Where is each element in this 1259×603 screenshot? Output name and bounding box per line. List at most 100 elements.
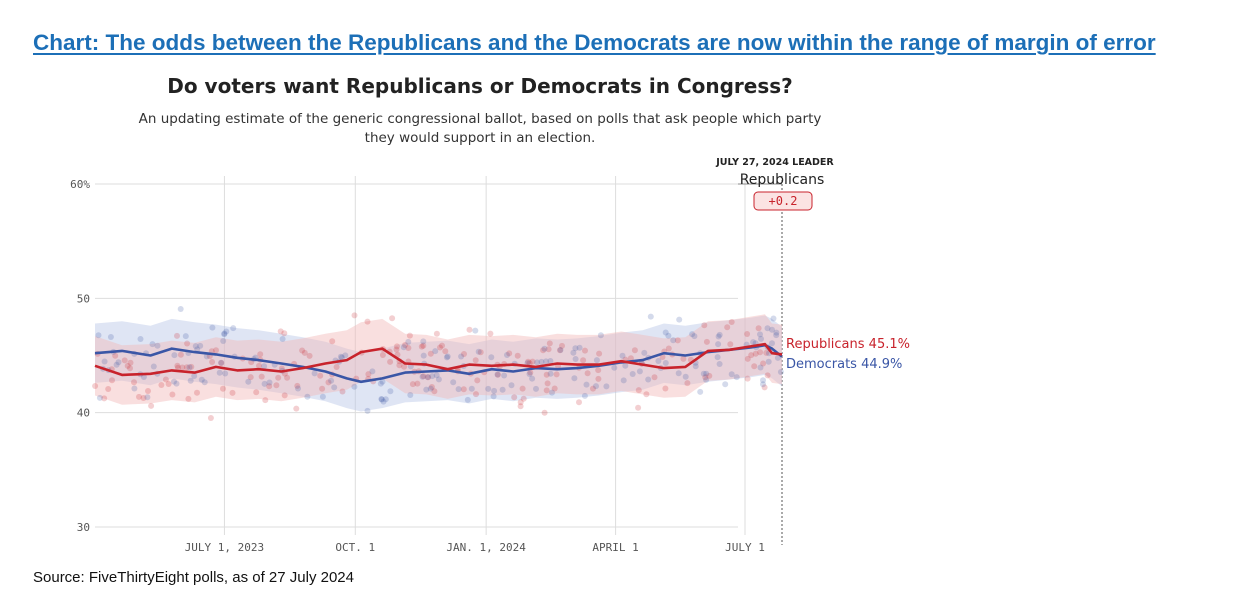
poll-dot [755,325,762,332]
poll-dot [337,353,344,360]
poll-dot [144,394,151,401]
poll-dot [437,344,443,351]
grid-layer: 30 40 50 60% JULY 1, 2023 OCT. 1 JAN. 1, 2024 A… [70,176,783,554]
poll-dot [222,370,229,377]
poll-dot [682,373,689,380]
poll-dot [187,377,194,384]
poll-dot [547,370,554,377]
poll-dot [365,371,372,378]
poll-dot [387,388,394,395]
democrats-end-label: Democrats 44.9% [786,357,902,372]
poll-dot [590,385,596,392]
poll-dot [540,347,547,354]
poll-dot [261,380,268,387]
poll-dot [541,409,548,416]
poll-dot [460,386,467,393]
poll-dot [517,399,524,406]
poll-dot [773,332,780,339]
poll-dot [174,332,180,339]
poll-dot [369,368,376,375]
poll-dot [774,354,781,361]
poll-dot [595,367,602,374]
poll-dot [529,375,536,382]
poll-dot [543,387,550,394]
poll-dot [148,402,155,409]
poll-dot [444,353,451,360]
poll-dot [675,370,682,377]
poll-dot [423,386,430,393]
chart-subtitle-line-2: they would support in an election. [364,130,596,146]
poll-dot [491,387,498,394]
poll-dot [409,381,416,388]
poll-dot [427,350,434,357]
poll-dot [701,322,708,329]
poll-dot [761,384,768,391]
poll-dot [576,399,582,406]
poll-dot [541,345,548,352]
poll-dot [506,350,513,357]
poll-dot [534,359,541,366]
poll-dot [179,364,186,371]
poll-dot [432,348,439,355]
poll-dot [580,357,587,364]
poll-dot [597,332,604,339]
poll-dot [364,407,371,414]
poll-dot [727,341,734,348]
y-tick-label: 30 [77,521,90,534]
poll-dot [553,371,560,378]
poll-dot [706,372,713,379]
poll-dot [338,354,345,361]
poll-dot [420,342,427,349]
x-tick-label: APRIL 1 [592,541,638,554]
poll-dot [697,388,704,395]
poll-dot [230,325,237,332]
poll-dot [519,385,526,392]
poll-dot [472,327,479,334]
poll-dot [572,345,579,352]
poll-dot [414,380,421,387]
poll-dot [198,376,205,383]
poll-dot [622,362,629,369]
poll-dot [158,382,165,388]
poll-dot [645,376,652,383]
poll-dot [191,373,198,379]
poll-dot [543,358,549,365]
poll-dot [488,354,495,361]
poll-dot [773,329,780,336]
poll-dot [582,347,588,354]
poll-dot [301,349,308,356]
poll-dot [101,395,108,402]
republicans-trend-line [94,342,783,377]
poll-dot [329,338,336,345]
chart-subtitle: An updating estimate of the generic cong… [128,110,832,148]
poll-dot [333,364,340,370]
poll-dot [304,393,311,400]
poll-dot [722,381,729,388]
poll-dot [435,376,442,383]
poll-dot [218,360,225,366]
poll-dot [475,348,482,355]
poll-dot [527,369,534,376]
poll-dot [431,388,438,395]
poll-dot [758,335,764,342]
poll-dot [557,347,564,353]
poll-dot [342,352,349,359]
poll-dot [299,347,306,354]
poll-dot [511,394,518,401]
poll-dot [764,325,771,332]
poll-dot [716,331,723,338]
poll-dot [266,383,273,390]
poll-dot [294,382,301,389]
poll-dot [186,364,193,371]
poll-dot [394,343,400,350]
poll-dot [188,363,195,370]
poll-dot [402,342,409,348]
poll-dot [581,392,588,399]
poll-dot [182,333,189,340]
source-note: Source: FiveThirtyEight polls, as of 27 … [33,569,354,586]
poll-dot [105,386,112,392]
poll-dot [405,338,412,345]
poll-dot [173,380,180,387]
poll-dot [407,392,414,398]
